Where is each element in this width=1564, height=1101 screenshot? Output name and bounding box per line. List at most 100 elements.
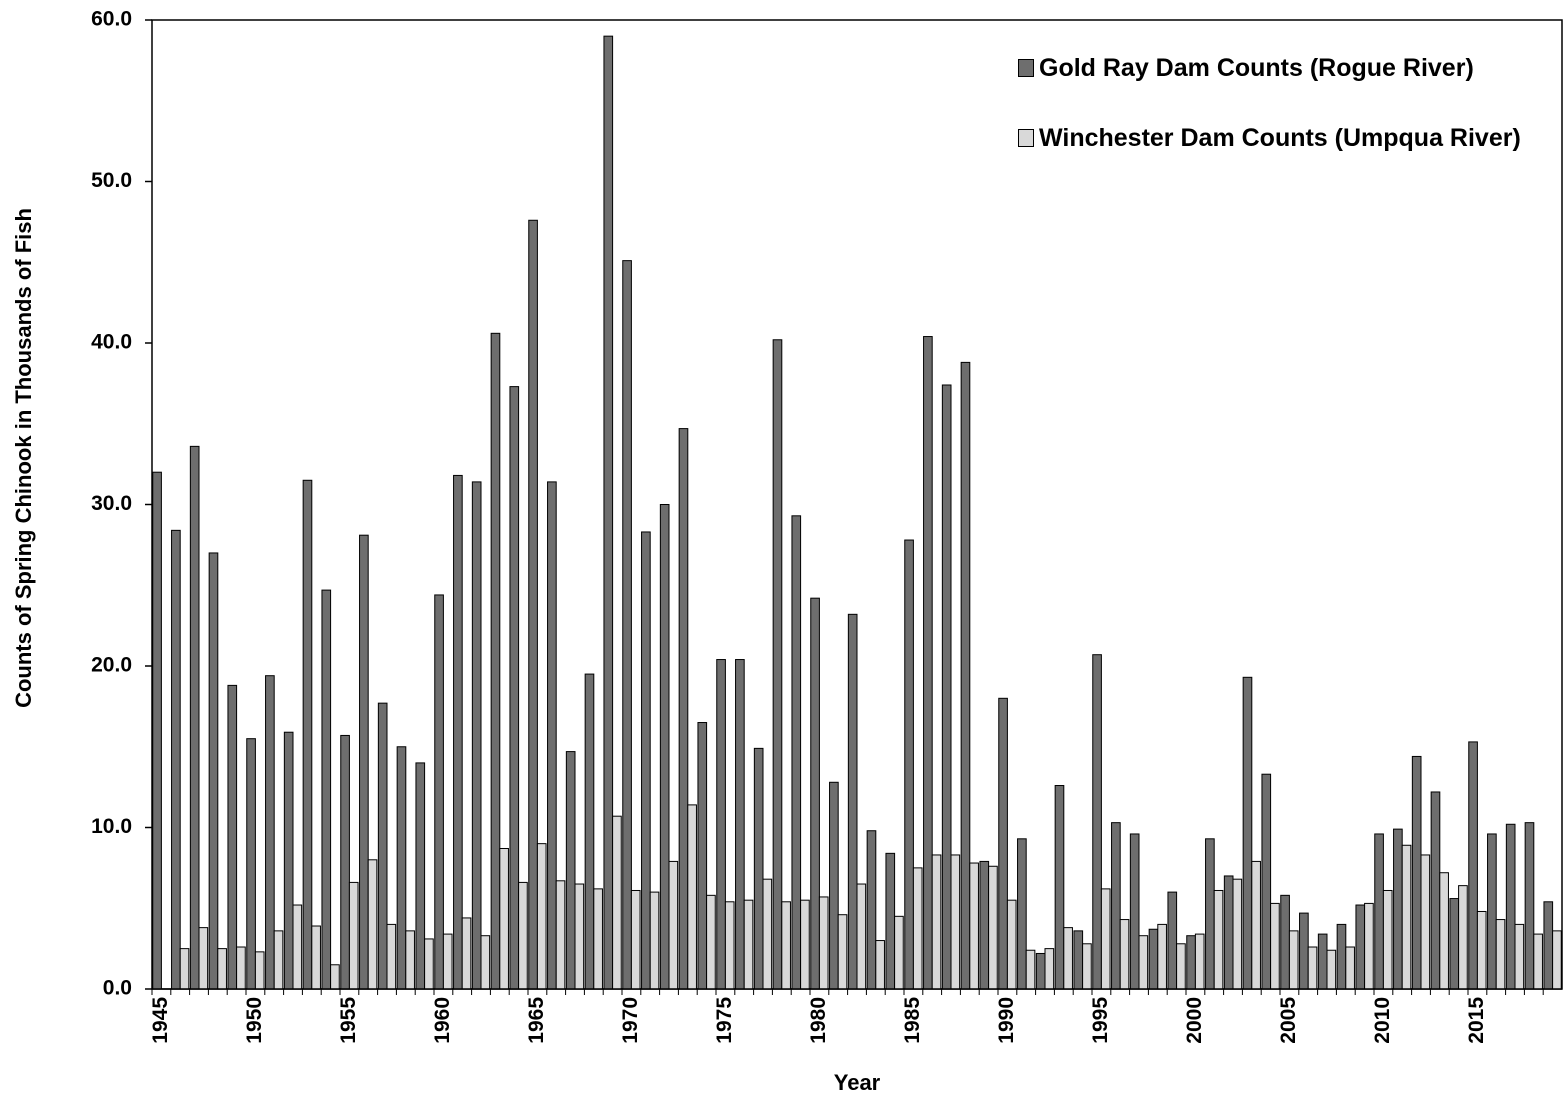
- bar: [1307, 946, 1318, 990]
- bar: [1533, 933, 1543, 990]
- bar: [1157, 923, 1167, 990]
- bar: [724, 901, 735, 990]
- bar: [273, 930, 284, 990]
- bar: [979, 860, 990, 990]
- bar: [735, 659, 745, 990]
- bar: [1242, 676, 1253, 990]
- bar: [904, 539, 914, 990]
- bar: [1458, 885, 1468, 990]
- bar: [1382, 889, 1393, 990]
- y-tick-label: 10.0: [91, 815, 132, 838]
- bar: [716, 659, 726, 990]
- bar: [1194, 933, 1205, 990]
- bar: [1336, 923, 1347, 990]
- bar: [528, 219, 538, 990]
- bar: [885, 852, 896, 990]
- bar: [1487, 833, 1497, 990]
- bar: [152, 471, 162, 990]
- bar: [1288, 930, 1299, 990]
- bar: [950, 854, 961, 990]
- bar: [236, 946, 246, 990]
- bar: [547, 481, 557, 990]
- bar: [988, 865, 998, 990]
- x-tick-label: 1985: [901, 997, 924, 1044]
- bar: [1524, 822, 1535, 990]
- bar: [743, 899, 754, 990]
- bar: [687, 804, 697, 990]
- bar: [461, 917, 472, 990]
- bar: [1430, 791, 1441, 990]
- x-tick-label: 2015: [1465, 997, 1488, 1044]
- bar: [198, 927, 209, 990]
- y-tick-label: 0.0: [103, 977, 132, 1000]
- bar: [536, 843, 547, 990]
- legend: Gold Ray Dam Counts (Rogue River) Winches…: [1018, 52, 1524, 192]
- bar: [706, 894, 716, 990]
- bar: [499, 847, 509, 990]
- bar: [348, 881, 359, 990]
- bar: [753, 747, 764, 990]
- x-tick-label: 1995: [1089, 997, 1112, 1044]
- y-axis-title: Counts of Spring Chinook in Thousands of…: [11, 208, 36, 708]
- bar: [405, 930, 415, 990]
- bar: [630, 889, 641, 990]
- bar: [1129, 833, 1140, 990]
- bar: [246, 738, 256, 990]
- bar: [359, 534, 369, 990]
- bar: [292, 904, 303, 990]
- bar: [208, 552, 219, 990]
- bar: [574, 883, 585, 990]
- bar: [969, 862, 979, 990]
- bar: [509, 386, 520, 990]
- bar: [923, 336, 933, 990]
- bar: [1251, 860, 1261, 990]
- bar: [649, 891, 660, 990]
- bar: [829, 781, 839, 990]
- bar: [772, 339, 783, 990]
- bar: [1543, 901, 1554, 990]
- x-tick-label: 1990: [995, 997, 1018, 1044]
- x-tick-label: 1970: [619, 997, 642, 1044]
- bar: [217, 948, 227, 990]
- bar: [386, 923, 397, 990]
- bar: [321, 589, 332, 990]
- bar: [791, 515, 802, 990]
- bar: [453, 474, 463, 990]
- bar: [1006, 899, 1017, 990]
- bar: [283, 731, 294, 990]
- x-tick-label: 1965: [525, 997, 548, 1044]
- bar: [171, 529, 181, 990]
- bar: [1063, 927, 1073, 990]
- bar: [1138, 935, 1149, 990]
- bar: [1119, 919, 1130, 990]
- bar: [434, 594, 444, 990]
- bar: [367, 859, 378, 990]
- bar: [1167, 891, 1178, 990]
- x-tick-label: 2005: [1277, 997, 1300, 1044]
- y-tick-label: 20.0: [91, 654, 132, 677]
- bar: [179, 948, 190, 990]
- bar: [1326, 949, 1337, 990]
- bar: [1393, 828, 1403, 990]
- bar: [584, 673, 595, 990]
- bar: [856, 883, 867, 990]
- bar: [659, 504, 670, 990]
- bar: [189, 445, 200, 990]
- bar: [1092, 654, 1102, 990]
- bar: [593, 888, 603, 990]
- bar: [1111, 822, 1121, 990]
- bar: [1100, 888, 1111, 990]
- bar: [1552, 930, 1562, 990]
- bar: [1073, 930, 1084, 990]
- x-tick-label: 1975: [713, 997, 736, 1044]
- bar: [1505, 823, 1516, 990]
- bar: [1261, 773, 1272, 990]
- bar: [265, 675, 275, 990]
- bar: [377, 702, 388, 990]
- bar: [1495, 919, 1506, 990]
- bar: [678, 428, 689, 990]
- x-tick-label: 2000: [1183, 997, 1206, 1044]
- bar: [1223, 875, 1234, 990]
